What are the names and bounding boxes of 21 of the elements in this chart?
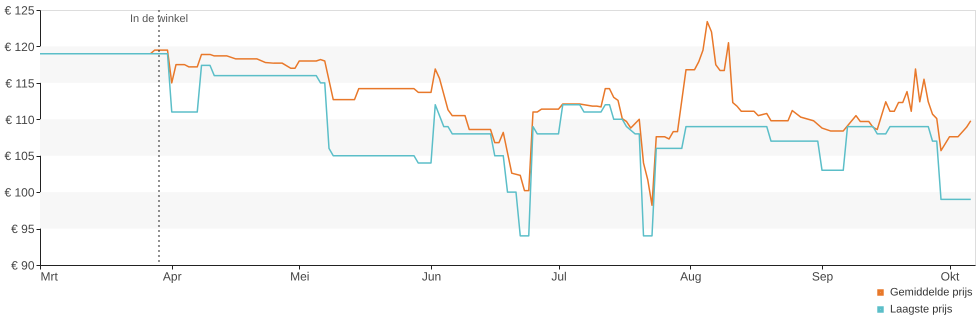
y-tick-label: € 115 [5, 76, 35, 90]
x-tick-label: Mei [290, 270, 310, 284]
x-tick-label: Aug [680, 270, 702, 284]
x-tick-label: Okt [940, 270, 960, 284]
x-tick-label: Jul [551, 270, 567, 284]
x-tick-label: Sep [812, 270, 834, 284]
y-tick-label: € 125 [4, 4, 35, 18]
ref-line-label: In de winkel [130, 13, 188, 25]
y-tick-label: € 90 [11, 258, 35, 272]
y-tick-label: € 105 [4, 149, 35, 164]
x-tick-label: Apr [162, 270, 182, 284]
legend-label: Gemiddelde prijs [890, 286, 974, 298]
x-tick-label: Mrt [40, 270, 58, 284]
line-series [150, 20, 972, 206]
y-tick-label: € 95 [11, 222, 35, 236]
y-tick-label: € 120 [4, 40, 35, 54]
y-tick-label: € 110 [5, 112, 35, 127]
y-tick-label: € 100 [4, 186, 35, 200]
legend-label: Laagste prijs [890, 304, 953, 316]
x-tick-label: Jun [422, 270, 442, 284]
line-series [40, 52, 972, 237]
